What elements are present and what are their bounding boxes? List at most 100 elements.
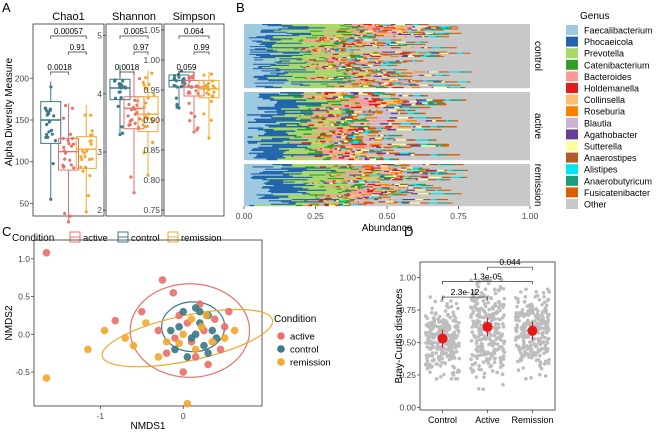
- bar-segment-sutterella: [441, 81, 445, 83]
- data-point: [188, 78, 192, 83]
- bar-segment-sutterella: [380, 134, 384, 137]
- bar-segment-faecalibacterium: [244, 140, 248, 143]
- data-point: [440, 298, 444, 303]
- bar-segment-bacteroides: [380, 173, 396, 175]
- bar-segment-other: [451, 27, 530, 29]
- bar-segment-agathobacter: [401, 167, 407, 169]
- bar-segment-catenibacterium: [340, 25, 346, 27]
- bar-segment-collinsella: [331, 174, 336, 176]
- bar-segment-catenibacterium: [294, 136, 302, 139]
- scatter-point: [100, 326, 109, 335]
- bar-segment-alistipes: [439, 26, 451, 28]
- bar-segment-collinsella: [348, 188, 358, 190]
- legend-item-alistipes: Alistipes: [566, 164, 618, 175]
- bar-segment-bacteroides: [340, 100, 369, 103]
- bar-segment-agathobacter: [355, 39, 364, 41]
- sample-bar: [244, 72, 530, 74]
- sample-bar: [244, 134, 530, 137]
- bar-segment-catenibacterium: [300, 121, 308, 124]
- sample-bar: [244, 189, 530, 192]
- data-point: [113, 79, 117, 83]
- bar-segment-prevotella: [288, 196, 339, 199]
- bar-segment-anaerostipes: [333, 182, 337, 185]
- bar-segment-agathobacter: [356, 149, 361, 152]
- bar-segment-sutterella: [337, 148, 341, 150]
- bar-segment-blautia: [368, 83, 380, 85]
- bar-segment-alistipes: [346, 40, 354, 42]
- bar-segment-alistipes: [345, 121, 352, 124]
- bar-segment-catenibacterium: [350, 56, 364, 58]
- bar-segment-faecalibacterium: [244, 199, 292, 201]
- bar-segment-catenibacterium: [327, 178, 345, 180]
- legend-key: [277, 332, 285, 340]
- bar-segment-other: [445, 102, 530, 105]
- bar-segment-phocaeicola: [248, 127, 264, 130]
- bar-segment-bacteroides: [353, 69, 356, 71]
- bar-segment-sutterella: [364, 30, 374, 32]
- data-point: [81, 169, 85, 173]
- bar-segment-anaerostipes: [406, 41, 416, 43]
- bar-segment-fusicatenibacter: [358, 68, 361, 70]
- bar-segment-anaerobutyricum: [342, 182, 347, 185]
- bar-segment-sutterella: [394, 106, 400, 109]
- data-point: [67, 141, 71, 146]
- facet-label: control: [532, 41, 543, 71]
- data-point: [205, 91, 209, 95]
- data-point: [542, 351, 546, 356]
- bar-segment-collinsella: [349, 70, 352, 72]
- bar-segment-prevotella: [335, 169, 372, 172]
- bar-segment-other: [402, 134, 530, 137]
- bar-segment-roseburia: [367, 134, 377, 137]
- data-point: [482, 293, 486, 297]
- bar-segment-roseburia: [334, 133, 337, 136]
- bar-segment-anaerostipes: [396, 109, 406, 112]
- bar-segment-catenibacterium: [333, 123, 349, 125]
- bar-segment-other: [435, 171, 530, 173]
- bar-segment-phocaeicola: [253, 157, 286, 159]
- bar-segment-anaerobutyricum: [381, 149, 386, 152]
- scatter-point: [42, 249, 51, 257]
- panel-letter-a: A: [2, 0, 11, 15]
- bar-segment-phocaeicola: [265, 183, 306, 186]
- bar-segment-faecalibacterium: [244, 75, 255, 78]
- bar-segment-anaerostipes: [417, 100, 420, 103]
- bar-segment-sutterella: [433, 86, 447, 89]
- data-point: [457, 320, 461, 325]
- bar-segment-fusicatenibacter: [354, 96, 359, 99]
- bar-segment-agathobacter: [395, 185, 399, 187]
- bar-segment-fusicatenibacter: [441, 189, 452, 192]
- bar-segment-blautia: [344, 131, 352, 134]
- data-point: [45, 113, 49, 117]
- data-point: [89, 113, 93, 117]
- data-point: [469, 296, 474, 301]
- bar-segment-phocaeicola: [282, 26, 309, 28]
- bar-segment-bacteroides: [333, 143, 352, 146]
- sample-bar: [244, 199, 530, 201]
- bar-segment-holdemanella: [371, 193, 384, 195]
- bar-segment-holdemanella: [319, 37, 327, 39]
- bar-segment-prevotella: [272, 37, 307, 39]
- bar-segment-prevotella: [254, 204, 296, 207]
- bar-segment-roseburia: [374, 190, 384, 193]
- data-point: [66, 139, 70, 143]
- bar-segment-bacteroides: [311, 133, 321, 136]
- bar-segment-prevotella: [303, 83, 321, 85]
- bar-segment-collinsella: [370, 139, 374, 141]
- scatter-point: [210, 315, 219, 324]
- bar-segment-bacteroides: [342, 154, 353, 156]
- legend-swatch: [566, 94, 578, 105]
- y-tick-label: 4: [97, 89, 102, 99]
- sample-bar: [244, 44, 530, 47]
- sample-bar: [244, 178, 530, 180]
- bar-segment-collinsella: [397, 173, 412, 175]
- bar-segment-fusicatenibacter: [391, 93, 396, 96]
- data-point: [445, 301, 450, 306]
- scatter-point: [208, 338, 217, 346]
- data-point: [174, 79, 178, 83]
- bar-segment-sutterella: [369, 53, 380, 56]
- bar-segment-anaerobutyricum: [352, 68, 359, 70]
- bar-segment-faecalibacterium: [244, 124, 266, 127]
- bar-segment-collinsella: [350, 64, 353, 67]
- bar-segment-alistipes: [335, 78, 339, 80]
- bar-segment-anaerostipes: [347, 46, 352, 48]
